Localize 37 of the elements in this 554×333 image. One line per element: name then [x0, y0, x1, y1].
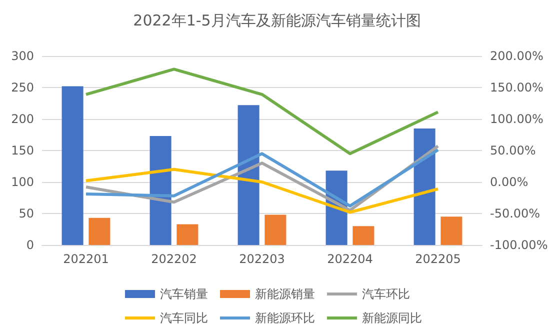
bar — [264, 214, 286, 245]
y2-tick-label: -100.00% — [490, 238, 548, 252]
bar — [88, 218, 110, 245]
bar — [150, 136, 172, 245]
legend-label: 汽车环比 — [362, 287, 410, 301]
y-tick-label: 200 — [11, 112, 34, 126]
x-tick-label: 202202 — [151, 252, 197, 266]
x-tick-label: 202201 — [63, 252, 109, 266]
bar — [62, 86, 84, 245]
legend-label: 汽车同比 — [160, 311, 208, 325]
y-tick-label: 250 — [11, 80, 34, 94]
bar — [176, 224, 198, 245]
line-series — [84, 68, 440, 156]
chart-title: 2022年1-5月汽车及新能源汽车销量统计图 — [133, 12, 421, 30]
x-tick-label: 202205 — [415, 252, 461, 266]
y2-tick-label: 200.00% — [490, 49, 544, 63]
y2-tick-label: 50.00% — [490, 144, 536, 158]
bar — [238, 105, 260, 245]
y-tick-label: 100 — [11, 175, 34, 189]
x-tick-label: 202203 — [239, 252, 285, 266]
line-series — [84, 168, 440, 214]
y-tick-label: 300 — [11, 49, 34, 63]
legend-label: 汽车销量 — [160, 287, 208, 301]
y-tick-label: 50 — [18, 206, 34, 220]
legend-label: 新能源同比 — [362, 311, 422, 325]
y2-tick-label: 100.00% — [490, 112, 544, 126]
x-tick-label: 202204 — [327, 252, 373, 266]
y2-tick-label: 150.00% — [490, 80, 544, 94]
y2-tick-label: 0.00% — [490, 175, 528, 189]
legend-label: 新能源销量 — [255, 287, 315, 301]
y-tick-label: 150 — [11, 144, 34, 158]
y-tick-label: 0 — [26, 238, 34, 252]
bar — [414, 128, 436, 245]
legend-label: 新能源环比 — [255, 311, 315, 325]
bar — [352, 226, 374, 245]
y2-tick-label: -50.00% — [490, 206, 540, 220]
bar — [440, 216, 462, 245]
